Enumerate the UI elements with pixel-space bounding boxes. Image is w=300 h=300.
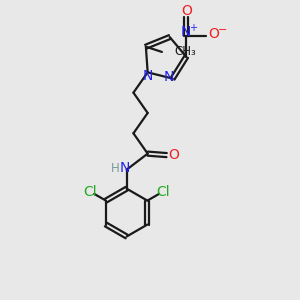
Text: Cl: Cl (157, 185, 170, 200)
Text: +: + (189, 22, 197, 33)
Text: O: O (208, 27, 219, 41)
Text: CH₃: CH₃ (174, 45, 196, 58)
Text: N: N (142, 69, 153, 83)
Text: N: N (181, 25, 191, 39)
Text: H: H (111, 162, 120, 175)
Text: Cl: Cl (83, 185, 97, 200)
Text: −: − (218, 26, 227, 35)
Text: N: N (119, 161, 130, 175)
Text: O: O (181, 4, 192, 18)
Text: O: O (169, 148, 179, 162)
Text: N: N (164, 70, 174, 84)
